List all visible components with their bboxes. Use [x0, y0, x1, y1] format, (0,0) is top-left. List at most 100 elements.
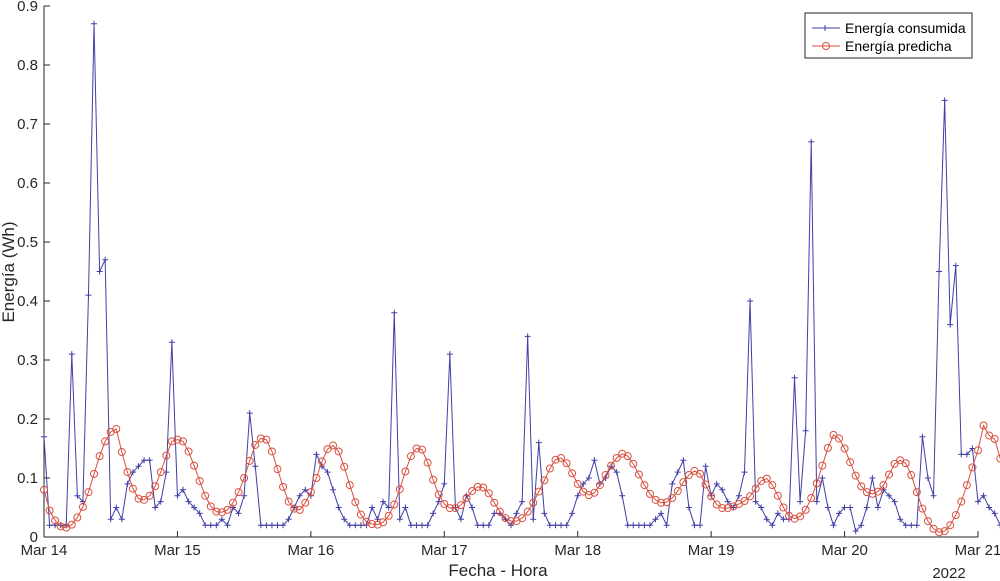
data-point-predicha	[985, 431, 994, 440]
data-point-consumida	[635, 522, 642, 529]
data-point-consumida	[118, 516, 125, 523]
data-point-consumida	[230, 504, 237, 511]
data-point-consumida	[919, 433, 926, 440]
data-point-predicha	[101, 437, 110, 446]
data-point-consumida	[552, 522, 559, 529]
data-point-consumida	[157, 498, 164, 505]
data-point-consumida	[213, 522, 220, 529]
data-point-consumida	[646, 522, 653, 529]
data-point-consumida	[763, 516, 770, 523]
data-point-consumida	[341, 516, 348, 523]
data-point-consumida	[891, 498, 898, 505]
data-point-predicha	[251, 440, 260, 449]
x-tick-label: Mar 21	[955, 542, 1000, 559]
data-point-consumida	[85, 292, 92, 299]
data-point-predicha	[173, 435, 182, 444]
data-point-predicha	[557, 453, 566, 462]
data-point-consumida	[268, 522, 275, 529]
data-point-predicha	[445, 504, 454, 513]
data-point-predicha	[568, 469, 577, 478]
x-tick-label: Mar 14	[21, 542, 68, 559]
data-point-predicha	[823, 443, 832, 452]
data-point-predicha	[401, 467, 410, 476]
data-point-consumida	[402, 504, 409, 511]
data-point-consumida	[997, 522, 1000, 529]
data-point-predicha	[707, 492, 716, 501]
data-point-consumida	[41, 433, 47, 440]
data-point-predicha	[868, 489, 877, 498]
data-point-predicha	[946, 521, 955, 530]
data-point-predicha	[351, 498, 360, 507]
data-point-predicha	[429, 475, 438, 484]
data-point-predicha	[912, 488, 921, 497]
data-point-consumida	[224, 522, 231, 529]
x-tick-label: Mar 19	[688, 542, 735, 559]
data-point-predicha	[584, 491, 593, 500]
data-point-predicha	[607, 461, 616, 470]
data-point-predicha	[340, 462, 349, 471]
legend-label-predicha: Energía predicha	[845, 38, 952, 54]
data-point-consumida	[546, 522, 553, 529]
data-point-consumida	[369, 504, 376, 511]
data-point-predicha	[178, 437, 187, 446]
data-point-predicha	[684, 471, 693, 480]
data-point-predicha	[673, 486, 682, 495]
data-point-consumida	[46, 522, 53, 529]
y-ticks: 0 0.1 0.2 0.3 0.4 0.5 0.6 0.7 0.8 0.9	[17, 0, 50, 546]
data-point-predicha	[423, 458, 432, 467]
data-point-consumida	[508, 522, 514, 529]
data-point-consumida	[274, 522, 281, 529]
data-point-predicha	[662, 498, 671, 507]
x-tick-label: Mar 15	[154, 542, 201, 559]
data-point-consumida	[863, 504, 870, 511]
legend-box	[804, 12, 973, 59]
data-point-predicha	[462, 494, 471, 503]
data-point-predicha	[156, 468, 165, 477]
data-point-consumida	[669, 480, 676, 487]
plot-area: 00.10.20.30.40.50.60.70.80.9 Mar 14 Mar 1…	[17, 0, 1000, 559]
data-point-predicha	[862, 488, 871, 497]
data-point-predicha	[918, 504, 927, 513]
data-point-consumida	[541, 510, 548, 517]
data-point-predicha	[979, 421, 988, 430]
data-point-predicha	[840, 444, 849, 453]
y-tick-label: 0.7	[17, 116, 38, 133]
data-point-predicha	[879, 481, 888, 490]
data-point-consumida	[947, 321, 954, 328]
data-point-consumida	[924, 475, 931, 481]
data-point-predicha	[90, 469, 99, 478]
data-point-consumida	[241, 492, 248, 499]
y-tick-label: 0.8	[17, 57, 38, 74]
data-point-consumida	[836, 510, 843, 517]
data-point-predicha	[996, 454, 1000, 463]
data-point-predicha	[362, 517, 371, 526]
data-point-predicha	[729, 502, 738, 511]
data-point-predicha	[73, 513, 82, 522]
data-point-consumida	[897, 516, 904, 523]
data-point-consumida	[791, 374, 798, 381]
data-point-consumida	[430, 510, 437, 517]
data-point-consumida	[480, 522, 487, 529]
data-point-predicha	[356, 510, 365, 519]
data-point-consumida	[852, 528, 859, 535]
data-point-consumida	[124, 480, 131, 487]
data-point-predicha	[434, 490, 443, 499]
data-point-consumida	[302, 486, 309, 493]
data-point-predicha	[323, 445, 332, 454]
data-point-consumida	[874, 504, 881, 511]
data-point-consumida	[980, 492, 987, 499]
data-point-predicha	[579, 487, 588, 496]
data-point-predicha	[217, 508, 226, 517]
data-point-predicha	[379, 518, 388, 527]
data-point-predicha	[968, 463, 977, 472]
data-point-consumida	[519, 498, 526, 505]
data-point-consumida	[680, 457, 687, 464]
data-point-predicha	[829, 430, 838, 439]
data-point-consumida	[752, 498, 759, 505]
data-point-predicha	[857, 482, 866, 491]
data-point-predicha	[128, 484, 137, 493]
data-point-consumida	[641, 522, 648, 529]
data-point-predicha	[295, 505, 304, 514]
data-point-predicha	[368, 520, 377, 529]
